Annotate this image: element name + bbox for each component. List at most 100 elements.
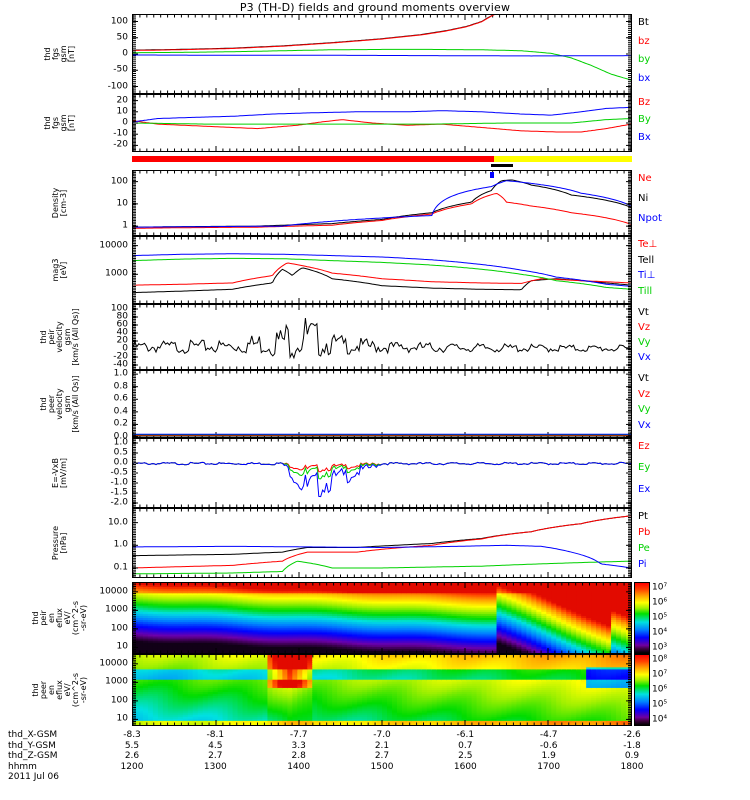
bottom-axis-row: thd_X-GSM -8.3 -8.1 -7.7 -7.0 -6.1 -4.7 -2.6 — [0, 730, 750, 741]
mode-bar — [132, 156, 632, 162]
legend-item-Tell: Tell — [638, 254, 655, 266]
legend-item-by: by — [638, 54, 651, 65]
legend-item-Bt: Bt — [638, 17, 649, 28]
trace-Npot — [133, 180, 631, 228]
y-tick-label: -2.0 — [110, 497, 128, 508]
y-tick-label: 1000 — [105, 676, 128, 687]
colorbar-tick-label: 10⁷ — [652, 669, 668, 680]
y-axis-label-line: [eV] — [59, 261, 68, 279]
trace-bz — [133, 15, 495, 51]
y-tick-label: 0.0 — [113, 457, 128, 468]
y-axis-label-line: -sr-eV) — [79, 676, 88, 704]
plot-panel-mag3 — [132, 236, 632, 304]
y-tick-label: 10 — [116, 641, 128, 652]
bottom-axis-value: 1300 — [203, 761, 227, 772]
y-axis-ticks-peir-velocity: 100 80 60 40 20 0 -20 -40 — [88, 304, 128, 370]
y-tick-label: 0 — [122, 343, 128, 354]
y-tick-label: 0.6 — [113, 393, 128, 404]
legend-item-Vz: Vz — [638, 388, 651, 400]
trace-Vt — [133, 318, 631, 360]
plot-panel-peir-en-eflux — [132, 582, 632, 654]
colorbar-tick-label: 10⁴ — [652, 627, 668, 638]
plot-panel-peir-velocity — [132, 304, 632, 370]
y-tick-label: 80 — [116, 311, 128, 322]
bottom-axis-row-label: thd_X-GSM — [8, 730, 58, 740]
legend-item-By: By — [638, 114, 651, 126]
bottom-axis-row-label: hhmm — [8, 761, 37, 772]
y-tick-label: 0.8 — [113, 381, 128, 392]
legend-item-Vt: Vt — [638, 307, 649, 318]
colorbar-tick-label: 10⁴ — [652, 714, 668, 725]
y-tick-label: 100 — [110, 303, 128, 314]
y-tick-label: 100 — [110, 176, 128, 187]
y-axis-label-line: -sr-eV) — [79, 604, 88, 632]
bottom-axis-value: 1800 — [620, 761, 644, 772]
y-tick-label: 0.2 — [113, 418, 128, 429]
bottom-axis-value: -4.7 — [539, 730, 558, 740]
plot-panel-peer-en-eflux — [132, 654, 632, 726]
plot-panel-efield — [132, 438, 632, 508]
status-segment — [132, 156, 494, 162]
legend-item-Te: Te⊥ — [638, 239, 658, 250]
plot-canvas-fgs-gsm-1 — [133, 15, 631, 93]
plot-panel-fgs-gsm-1 — [132, 14, 632, 94]
trace-Pi — [133, 544, 631, 569]
colorbar-tick-label: 10⁵ — [652, 699, 668, 710]
legend-item-Ez: Ez — [638, 441, 650, 452]
plot-panel-peer-velocity — [132, 370, 632, 438]
page-title: P3 (TH-D) fields and ground moments over… — [239, 1, 511, 14]
bottom-axis-value: -2.6 — [623, 730, 641, 740]
legend-item-Bx: Bx — [638, 131, 651, 143]
trace-Pb — [133, 515, 631, 569]
y-tick-label: -20 — [113, 351, 128, 362]
y-tick-label: 10000 — [99, 658, 128, 669]
y-axis-label-line: [nT] — [67, 45, 76, 63]
y-axis-label-peer-en-eflux: thd peer en eflux eV/(cm^2-s -sr-eV) — [31, 639, 88, 741]
legend-item-Vy: Vy — [638, 404, 651, 415]
y-axis-ticks-mag3: 10000 1000 — [88, 236, 128, 304]
trace-Ne — [133, 192, 631, 229]
legend-item-Vx: Vx — [638, 419, 651, 431]
legend-item-Pi: Pi — [638, 559, 647, 570]
trace-Till — [133, 257, 631, 290]
y-tick-label: 60 — [116, 319, 128, 330]
bottom-axis-value: 1200 — [120, 761, 144, 772]
y-tick-label: -1.5 — [110, 487, 128, 498]
y-tick-label: 1.0 — [113, 368, 128, 379]
plot-canvas-pressure — [133, 509, 631, 577]
y-tick-label: 0.5 — [113, 447, 128, 458]
y-tick-label: 50 — [116, 32, 128, 43]
y-tick-label: 1000 — [105, 268, 128, 279]
y-tick-label: 100 — [110, 695, 128, 706]
y-axis-label-line: [nT] — [67, 114, 76, 132]
legend-item-Ti: Ti⊥ — [638, 270, 656, 281]
trace-Ti — [133, 253, 631, 287]
bottom-axis-value: 2.7 — [374, 751, 390, 761]
legend-item-Ne: Ne — [638, 173, 652, 184]
y-tick-label: 10.0 — [107, 517, 128, 528]
y-tick-label: 100 — [110, 16, 128, 26]
colorbar-tick-label: 10⁸ — [652, 654, 668, 665]
plot-canvas-density — [133, 171, 631, 235]
plot-canvas-mag3 — [133, 237, 631, 303]
y-tick-label: 10000 — [99, 240, 128, 251]
legend-item-Ey: Ey — [638, 462, 651, 474]
bottom-axis-value: 1500 — [370, 761, 394, 772]
bottom-axis-value: 3.3 — [291, 740, 306, 751]
y-axis-label-line: [km/s (All Qs)] — [71, 375, 80, 433]
trace-Ex — [133, 461, 631, 498]
y-axis-ticks-peer-en-eflux: 10000 1000 100 10 — [88, 654, 128, 726]
y-tick-label: 100 — [110, 623, 128, 634]
legend-item-Vy: Vy — [638, 337, 651, 348]
legend-item-Vz: Vz — [638, 322, 651, 333]
bottom-axis-value: 1700 — [537, 761, 561, 772]
y-tick-label: -1.0 — [110, 477, 128, 488]
colorbar-tick-label: 10³ — [652, 642, 668, 653]
legend-item-Npot: Npot — [638, 213, 662, 224]
y-axis-ticks-peer-velocity: 1.0 0.8 0.6 0.4 0.2 0.0 — [88, 368, 128, 441]
plot-canvas-fgs-gsm-2 — [133, 95, 631, 151]
trace-bx — [133, 54, 631, 57]
y-tick-label: 10 — [116, 106, 128, 117]
y-tick-label: 0.4 — [113, 406, 128, 417]
colorbar-tick-label: 10⁵ — [652, 612, 668, 623]
